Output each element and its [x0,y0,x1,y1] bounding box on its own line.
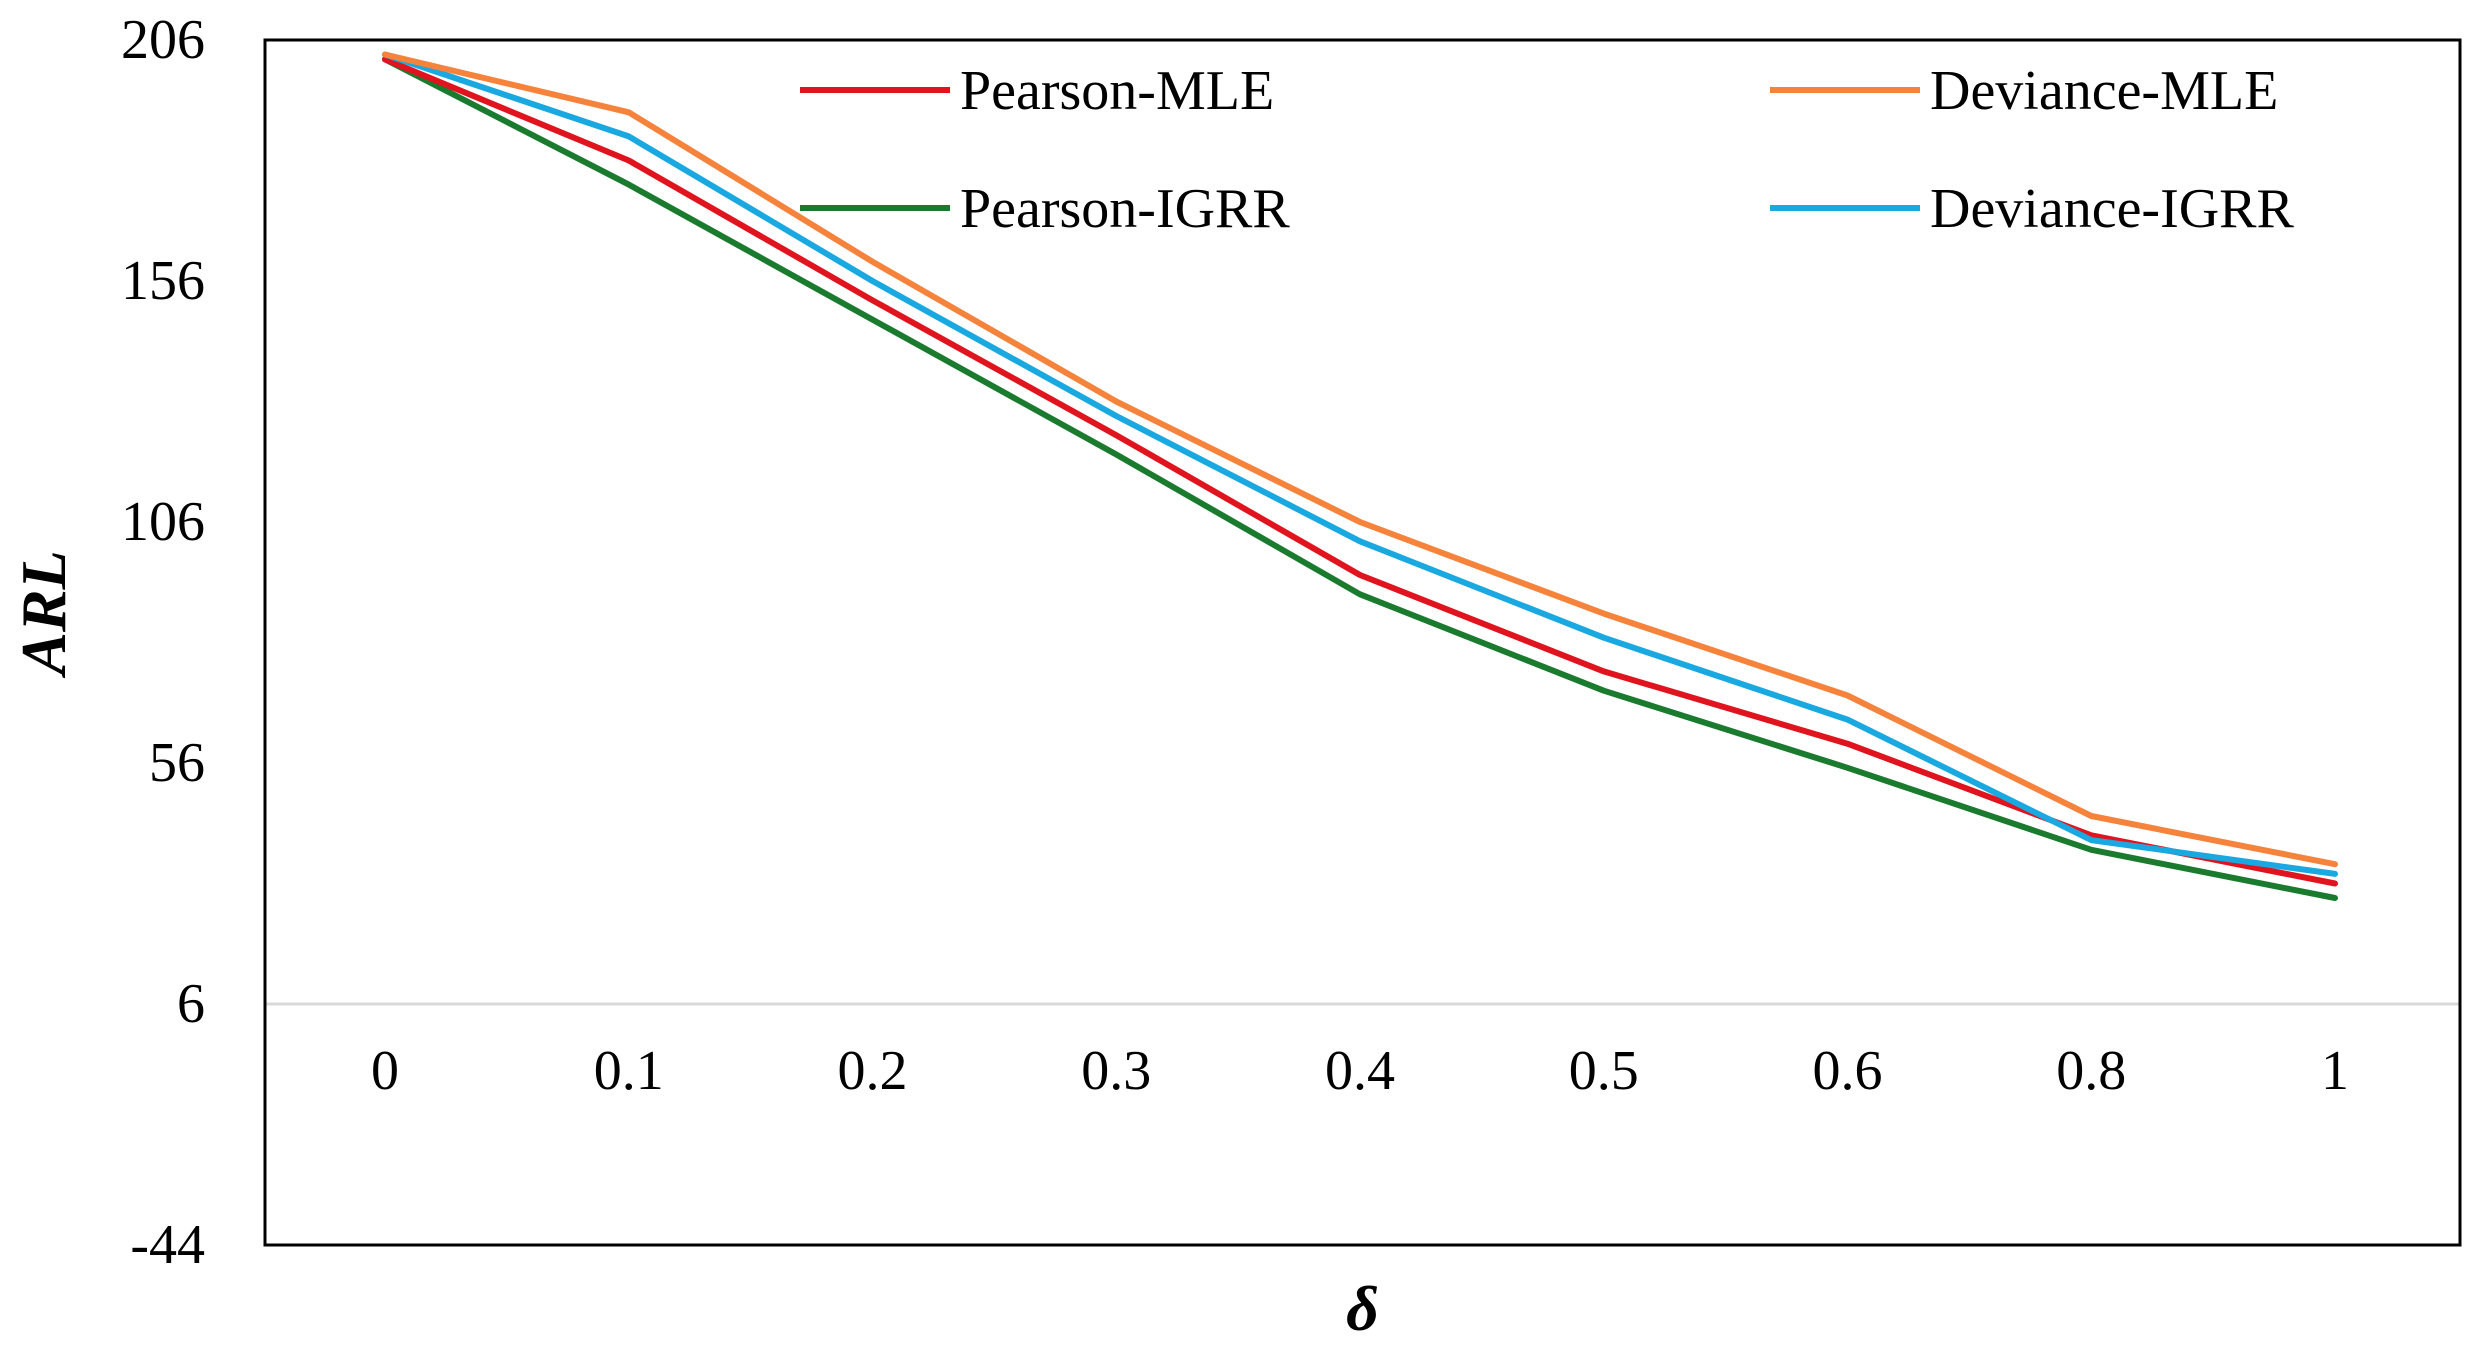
y-tick-label: 6 [177,973,205,1035]
y-tick-label: -44 [130,1214,205,1276]
series-line-deviance-igrr [382,51,2338,877]
y-tick-label: 106 [121,491,205,553]
y-axis-title: ARL [8,550,79,678]
series-line-pearson-igrr [382,56,2338,901]
legend-item-pearson-mle: Pearson-MLE [800,60,1274,122]
y-tick-label: 206 [121,9,205,71]
legend-label: Deviance-IGRR [1930,178,2295,240]
x-tick-label: 0.1 [594,1040,664,1102]
y-axis-ticks: 206 156 106 56 6 -44 [121,9,205,1276]
legend-label: Pearson-IGRR [960,178,1290,240]
legend-label: Deviance-MLE [1930,60,2278,122]
x-tick-label: 0 [371,1040,399,1102]
legend-item-deviance-igrr: Deviance-IGRR [1770,178,2295,240]
series-line-pearson-mle [382,56,2338,887]
x-tick-label: 0.3 [1081,1040,1151,1102]
y-tick-label: 56 [149,732,205,794]
x-tick-label: 0.2 [838,1040,908,1102]
y-tick-label: 156 [121,250,205,312]
x-tick-label: 0.8 [2056,1040,2126,1102]
x-tick-label: 0.4 [1325,1040,1395,1102]
x-axis-ticks: 0 0.1 0.2 0.3 0.4 0.5 0.6 0.8 1 [371,1040,2349,1102]
legend-label: Pearson-MLE [960,60,1274,122]
legend-item-deviance-mle: Deviance-MLE [1770,60,2278,122]
series-line-deviance-mle [382,51,2338,868]
series-layer [382,51,2338,901]
legend-item-pearson-igrr: Pearson-IGRR [800,178,1290,240]
legend: Pearson-MLE Deviance-MLE Pearson-IGRR Devia… [800,60,2295,240]
x-axis-title: δ [1346,1273,1379,1344]
x-tick-label: 0.5 [1569,1040,1639,1102]
x-tick-label: 1 [2321,1040,2349,1102]
x-tick-label: 0.6 [1813,1040,1883,1102]
plot-area-frame [263,38,2462,1247]
